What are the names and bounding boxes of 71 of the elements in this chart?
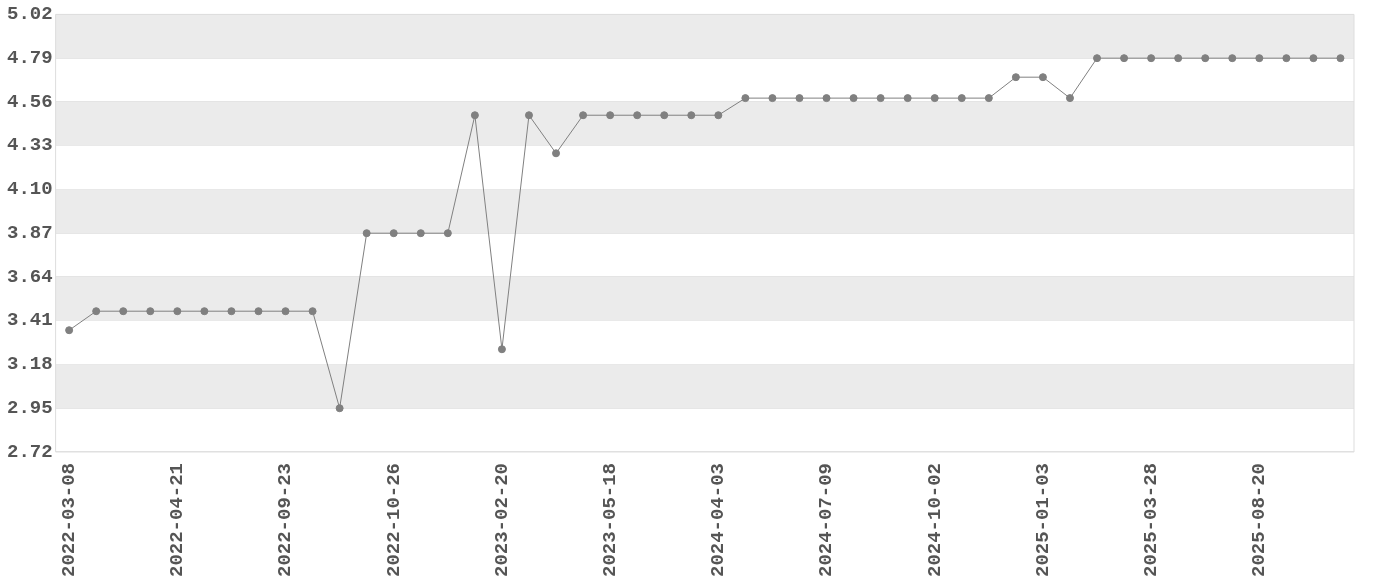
point <box>741 94 750 103</box>
x-tick-label: 2023-05-18 <box>598 462 621 578</box>
y-tick-label: 4.10 <box>7 178 53 201</box>
x-tick-label: 2025-08-20 <box>1248 462 1271 578</box>
point <box>146 307 155 316</box>
point <box>1038 73 1047 82</box>
point <box>822 94 831 103</box>
point <box>119 307 128 316</box>
point <box>173 307 182 316</box>
x-tick-label: 2022-03-08 <box>57 462 80 578</box>
point <box>876 94 885 103</box>
y-tick-label: 3.87 <box>7 221 53 244</box>
y-tick-label: 2.95 <box>7 397 53 419</box>
point <box>1336 54 1345 63</box>
point <box>254 307 263 316</box>
point <box>65 326 74 335</box>
point <box>1282 54 1291 63</box>
y-tick-label: 4.56 <box>7 90 53 113</box>
x-tick-label: 2022-09-23 <box>274 462 297 578</box>
point <box>660 111 669 120</box>
point <box>1309 54 1318 63</box>
x-tick-label: 2022-04-21 <box>166 462 189 578</box>
point <box>1255 54 1264 63</box>
point <box>984 94 993 103</box>
point <box>416 229 425 238</box>
point <box>1228 54 1237 63</box>
point <box>1174 54 1183 63</box>
y-tick-label: 3.41 <box>7 309 53 332</box>
point <box>849 94 858 103</box>
x-tick-label: 2025-01-03 <box>1031 462 1054 578</box>
y-tick-label: 3.64 <box>7 265 53 288</box>
point <box>1147 54 1156 63</box>
point <box>714 111 723 120</box>
point <box>1065 94 1074 103</box>
point <box>362 229 371 238</box>
y-tick-label: 4.79 <box>7 46 53 69</box>
y-tick-label: 3.18 <box>7 353 53 376</box>
x-tick-label: 2024-07-09 <box>815 462 838 578</box>
point <box>930 94 939 103</box>
y-tick-label: 5.02 <box>7 3 53 26</box>
point <box>1201 54 1210 63</box>
point <box>92 307 101 316</box>
point <box>552 149 561 158</box>
point <box>795 94 804 103</box>
x-tick-label: 2023-02-20 <box>490 462 513 578</box>
x-tick-label: 2024-10-02 <box>923 462 946 578</box>
point <box>227 307 236 316</box>
point <box>606 111 615 120</box>
point <box>497 345 506 354</box>
point <box>389 229 398 238</box>
point <box>768 94 777 103</box>
x-tick-label: 2025-03-28 <box>1139 462 1162 578</box>
point <box>1011 73 1020 82</box>
point <box>1093 54 1102 63</box>
point <box>470 111 479 120</box>
point <box>1120 54 1129 63</box>
x-tick-label: 2024-04-03 <box>707 462 730 578</box>
point <box>903 94 912 103</box>
point <box>524 111 533 120</box>
x-tick-label: 2022-10-26 <box>382 462 405 578</box>
point <box>281 307 290 316</box>
point <box>335 404 344 413</box>
y-tick-label: 4.33 <box>7 134 53 157</box>
point <box>443 229 452 238</box>
point <box>633 111 642 120</box>
point <box>308 307 317 316</box>
y-tick-label: 2.72 <box>7 440 53 463</box>
point <box>957 94 966 103</box>
point <box>579 111 588 120</box>
point <box>687 111 696 120</box>
point <box>200 307 209 316</box>
